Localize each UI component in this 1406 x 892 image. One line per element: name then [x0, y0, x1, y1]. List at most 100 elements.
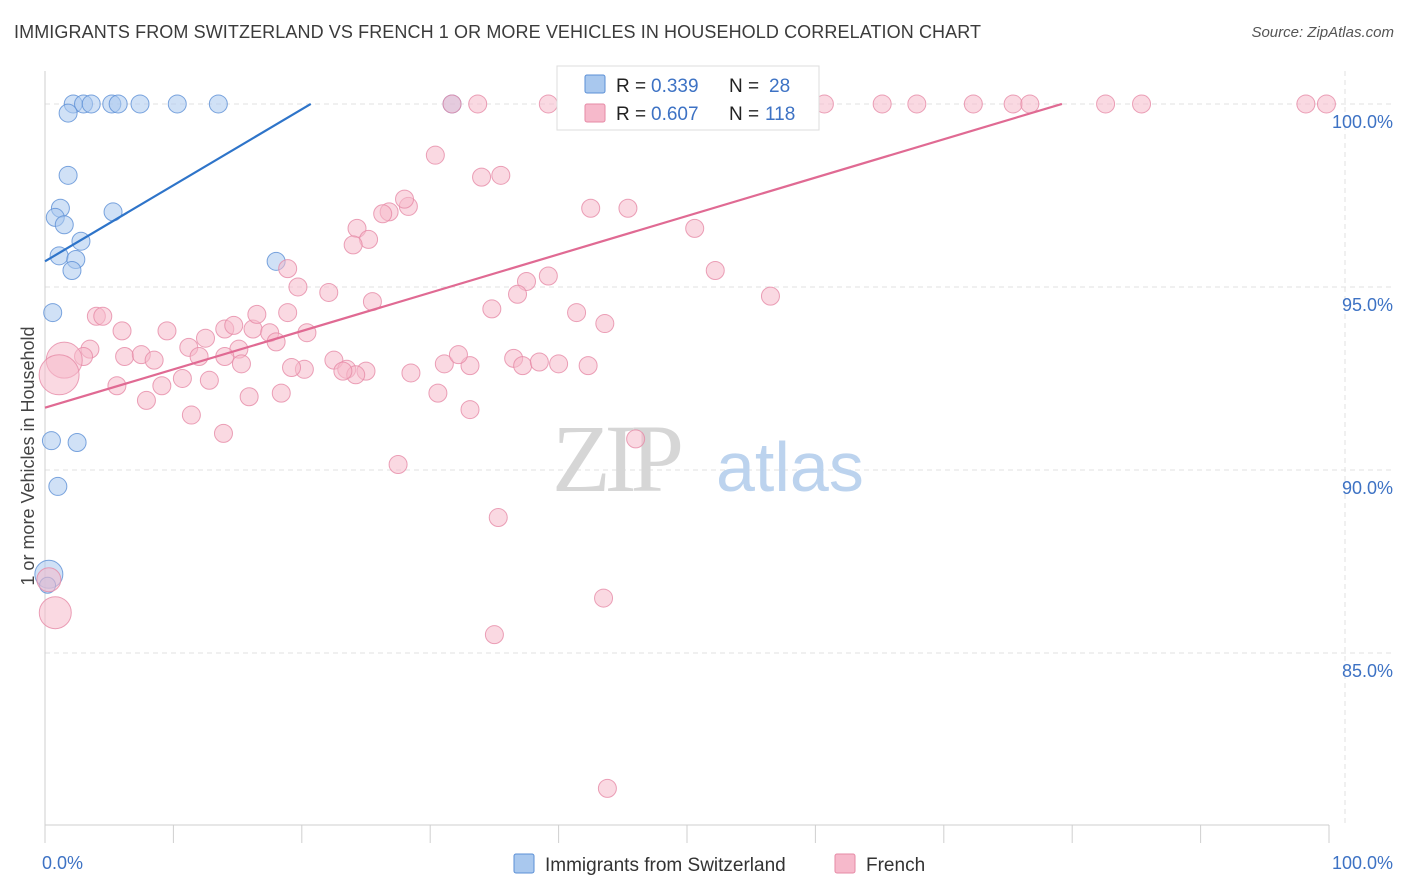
- french-point: [196, 328, 215, 348]
- stats-n-label: N =: [729, 76, 759, 97]
- french-point: [578, 356, 598, 376]
- french-point: [1132, 94, 1152, 114]
- switzerland-point: [54, 215, 74, 235]
- french-point: [271, 383, 291, 403]
- stats-n-value: 28: [769, 76, 790, 97]
- y-tick-label: 95.0%: [1342, 295, 1393, 315]
- french-point: [907, 94, 927, 114]
- legend-label-switzerland: Immigrants from Switzerland: [545, 855, 786, 876]
- french-point: [595, 314, 615, 334]
- stats-r-value: 0.339: [651, 76, 699, 97]
- french-point: [288, 277, 308, 297]
- french-point: [425, 145, 445, 165]
- stats-swatch-blue: [584, 74, 606, 94]
- french-point: [448, 345, 468, 365]
- y-tick-label: 100.0%: [1332, 112, 1393, 132]
- french-point: [538, 94, 558, 114]
- y-tick-labels: 100.0% 95.0% 90.0% 85.0%: [1332, 112, 1393, 681]
- french-point: [872, 94, 892, 114]
- french-point: [460, 400, 480, 420]
- legend-label-french: French: [866, 855, 925, 876]
- french-point: [213, 423, 233, 443]
- points: [34, 94, 1336, 798]
- french-point: [1003, 94, 1023, 114]
- french-point: [401, 363, 421, 383]
- french-point: [488, 508, 508, 528]
- french-point: [1296, 94, 1316, 114]
- switzerland-point: [208, 94, 228, 114]
- stats-n-value: 118: [765, 104, 795, 125]
- french-point: [157, 321, 177, 341]
- french-point: [172, 368, 192, 388]
- french-point: [38, 596, 72, 630]
- chart-title: IMMIGRANTS FROM SWITZERLAND VS FRENCH 1 …: [14, 22, 982, 42]
- stats-legend: R = 0.339 N = 28 R = 0.607 N = 118: [556, 65, 820, 131]
- french-point: [319, 282, 339, 302]
- french-point: [626, 429, 646, 449]
- french-point: [136, 390, 156, 410]
- french-point: [93, 306, 113, 326]
- series-legend: Immigrants from Switzerland French: [513, 853, 925, 876]
- stats-swatch-pink: [584, 103, 606, 123]
- french-point: [239, 387, 259, 407]
- switzerland-point: [43, 303, 63, 323]
- stats-n-label: N =: [729, 104, 759, 125]
- watermark-atlas: atlas: [716, 428, 864, 506]
- switzerland-point: [67, 433, 87, 453]
- switzerland-point: [62, 260, 82, 280]
- french-point: [581, 198, 601, 218]
- french-point: [282, 357, 302, 377]
- switzerland-point: [58, 103, 78, 123]
- french-point: [181, 405, 201, 425]
- french-point: [266, 332, 286, 352]
- french-point: [1020, 94, 1040, 114]
- switzerland-trendline: [44, 102, 312, 263]
- french-point: [460, 356, 480, 376]
- x-tick-label: 0.0%: [42, 853, 83, 873]
- french-point: [442, 94, 462, 114]
- watermark-zip: ZIP: [552, 405, 681, 512]
- switzerland-point: [58, 165, 78, 185]
- source-credit: Source: ZipAtlas.com: [1251, 24, 1394, 41]
- french-point: [538, 266, 558, 286]
- french-point: [333, 361, 353, 381]
- stats-r-label: R =: [616, 104, 646, 125]
- french-point: [144, 350, 164, 370]
- axes: [44, 71, 1330, 843]
- french-point: [549, 354, 569, 374]
- switzerland-point: [48, 476, 68, 496]
- french-point: [468, 94, 488, 114]
- french-point: [529, 352, 549, 372]
- x-tick-labels: 0.0% 100.0%: [42, 853, 1393, 873]
- french-point: [472, 167, 492, 187]
- french-point: [513, 356, 533, 376]
- switzerland-point: [108, 94, 128, 114]
- french-point: [199, 370, 219, 390]
- french-point: [343, 235, 363, 255]
- switzerland-point: [167, 94, 187, 114]
- stats-r-label: R =: [616, 76, 646, 97]
- french-point: [594, 588, 614, 608]
- y-tick-label: 85.0%: [1342, 661, 1393, 681]
- french-point: [508, 284, 528, 304]
- french-point: [152, 376, 172, 396]
- french-point: [567, 303, 587, 323]
- french-trendline: [44, 102, 1063, 409]
- french-point: [597, 778, 617, 798]
- french-point: [388, 454, 408, 474]
- french-point: [618, 198, 638, 218]
- french-point: [685, 218, 705, 238]
- trendlines: [44, 102, 1063, 409]
- french-point: [963, 94, 983, 114]
- switzerland-point: [41, 431, 61, 451]
- french-point: [115, 346, 135, 366]
- french-point: [247, 304, 267, 324]
- switzerland-point: [130, 94, 150, 114]
- french-point: [38, 354, 80, 396]
- french-point: [112, 321, 132, 341]
- french-point: [484, 625, 504, 645]
- french-point: [482, 299, 502, 319]
- y-tick-label: 90.0%: [1342, 478, 1393, 498]
- french-point: [278, 303, 298, 323]
